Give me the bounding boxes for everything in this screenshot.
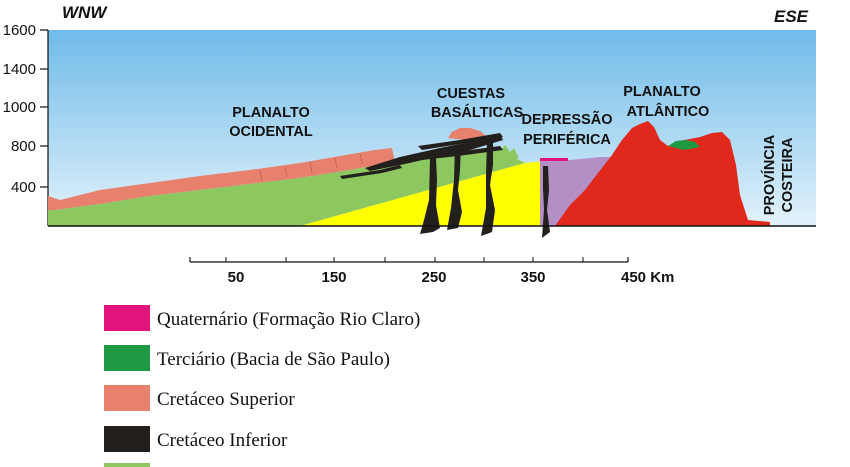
scale-label: 150 — [321, 269, 346, 286]
dike — [481, 140, 495, 236]
label-cuestas-basalticas-2: BASÁLTICAS — [431, 104, 524, 121]
layer-cretaceo-superior — [48, 148, 395, 210]
label-provincia-costeira-2: COSTEIRA — [780, 137, 796, 212]
dike — [420, 158, 440, 234]
scale-label: 350 — [520, 269, 545, 286]
cuesta-cap — [448, 128, 486, 140]
layer-green-sediments — [48, 150, 525, 226]
legend-swatch-terciario — [104, 345, 150, 371]
distance-scale: 50 150 250 350 450 Km — [189, 257, 674, 286]
plateau-hachures — [259, 152, 363, 182]
legend: Quaternário (Formação Rio Claro) Terciár… — [104, 305, 420, 467]
label-planalto-atlantico-1: PLANALTO — [623, 84, 701, 100]
scale-label: 50 — [228, 269, 245, 286]
label-planalto-ocidental-1: PLANALTO — [232, 105, 310, 121]
legend-label-quaternario: Quaternário (Formação Rio Claro) — [157, 309, 420, 330]
legend-label-cretaceo-superior: Cretáceo Superior — [157, 389, 295, 410]
elevation-axis: 1600 1400 1000 800 400 — [3, 22, 49, 226]
layer-cretaceo-inferior-sill — [365, 134, 503, 171]
geology-layers — [48, 121, 770, 238]
legend-label-cretaceo-inferior: Cretáceo Inferior — [157, 430, 288, 451]
elev-label: 400 — [11, 179, 36, 196]
label-depressao-periferica-2: PERIFÉRICA — [523, 131, 611, 148]
layer-terciario — [668, 140, 700, 150]
legend-label-terciario: Terciário (Bacia de São Paulo) — [157, 349, 390, 370]
layer-green-bumps — [500, 145, 519, 160]
dike — [447, 146, 462, 230]
label-provincia-costeira-1: PROVÍNCIA — [761, 134, 778, 215]
dike — [542, 166, 550, 238]
scale-end-label: 450 Km — [621, 269, 674, 286]
elev-label: 1400 — [3, 61, 36, 78]
elev-label: 1000 — [3, 99, 36, 116]
layer-crystalline — [555, 121, 770, 226]
elev-label: 800 — [11, 138, 36, 155]
label-cuestas-basalticas-1: CUESTAS — [437, 86, 506, 102]
legend-swatch-partial — [104, 463, 150, 467]
scale-label: 250 — [421, 269, 446, 286]
layer-quaternario — [540, 158, 568, 161]
label-depressao-periferica-1: DEPRESSÃO — [521, 110, 612, 128]
elev-label: 1600 — [3, 22, 36, 39]
layer-cretaceo-inferior-sill — [340, 165, 402, 179]
legend-swatch-cretaceo-inferior — [104, 426, 150, 452]
direction-west-label: WNW — [62, 3, 108, 22]
layer-cretaceo-inferior-sill — [420, 146, 503, 160]
layer-cretaceo-inferior-sill — [418, 133, 503, 150]
region-labels: PLANALTO OCIDENTAL CUESTAS BASÁLTICAS DE… — [229, 84, 796, 215]
legend-swatch-cretaceo-superior — [104, 385, 150, 411]
legend-swatch-quaternario — [104, 305, 150, 331]
label-planalto-ocidental-2: OCIDENTAL — [229, 124, 313, 140]
label-planalto-atlantico-2: ATLÂNTICO — [627, 102, 710, 120]
direction-east-label: ESE — [774, 7, 809, 26]
